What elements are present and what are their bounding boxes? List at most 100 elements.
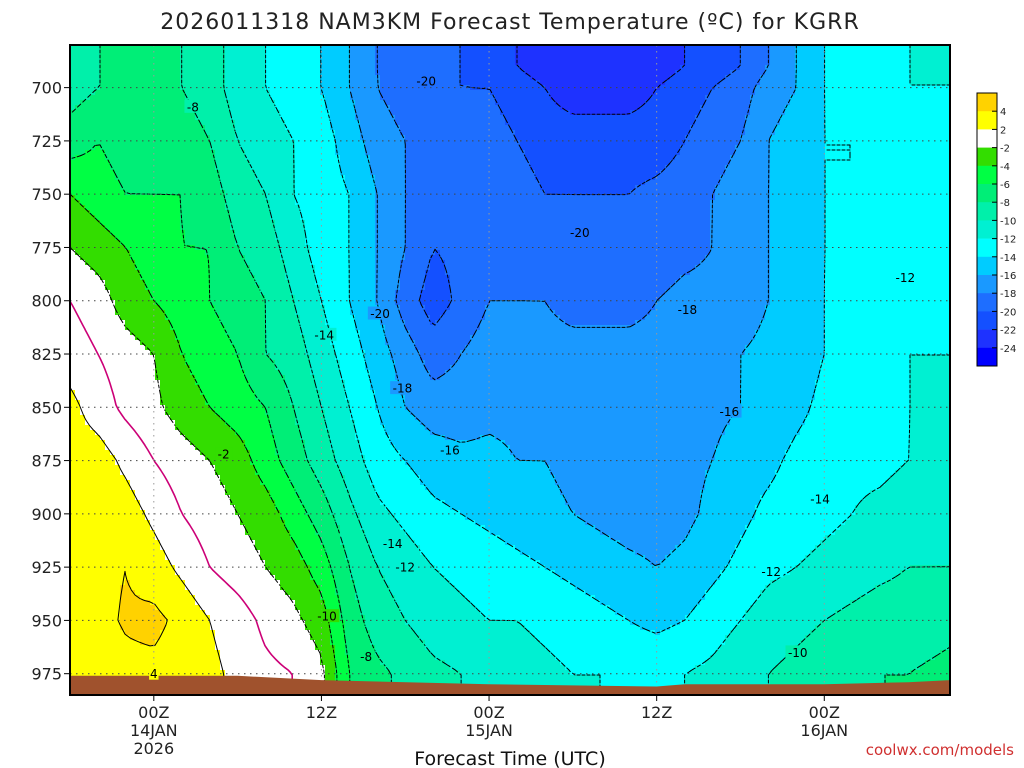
field-cell [650, 75, 656, 81]
field-cell [80, 170, 86, 176]
field-cell [585, 45, 591, 51]
field-cell [860, 105, 866, 111]
field-cell [795, 50, 801, 56]
field-cell [375, 135, 381, 141]
field-cell [725, 130, 731, 136]
field-cell [100, 70, 106, 76]
field-cell [490, 135, 496, 141]
field-cell [505, 125, 511, 131]
field-cell [265, 170, 271, 176]
field-cell [815, 145, 821, 151]
field-cell [485, 125, 491, 131]
field-cell [255, 60, 261, 66]
field-cell [205, 100, 211, 106]
field-cell [805, 110, 811, 116]
field-cell [250, 120, 256, 126]
field-cell [320, 130, 326, 136]
field-cell [460, 70, 466, 76]
field-cell [730, 65, 736, 71]
field-cell [820, 50, 826, 56]
field-cell [390, 130, 396, 136]
field-cell [175, 125, 181, 131]
field-cell [110, 50, 116, 56]
field-cell [915, 145, 921, 151]
field-cell [415, 100, 421, 106]
field-cell [735, 120, 741, 126]
field-cell [890, 95, 896, 101]
field-cell [485, 110, 491, 116]
field-cell [565, 100, 571, 106]
field-cell [585, 65, 591, 71]
field-cell [125, 160, 131, 166]
field-cell [125, 90, 131, 96]
field-cell [210, 70, 216, 76]
field-cell [630, 65, 636, 71]
field-cell [535, 150, 541, 156]
field-cell [240, 170, 246, 176]
field-cell [245, 165, 251, 171]
field-cell [840, 165, 846, 171]
field-cell [810, 75, 816, 81]
field-cell [505, 75, 511, 81]
field-cell [755, 165, 761, 171]
field-cell [490, 80, 496, 86]
field-cell [205, 65, 211, 71]
field-cell [880, 110, 886, 116]
field-cell [725, 70, 731, 76]
field-cell [195, 60, 201, 66]
field-cell [625, 50, 631, 56]
field-cell [680, 105, 686, 111]
field-cell [455, 140, 461, 146]
field-cell [685, 100, 691, 106]
field-cell [165, 160, 171, 166]
field-cell [695, 155, 701, 161]
field-cell [155, 105, 161, 111]
field-cell [105, 100, 111, 106]
field-cell [755, 70, 761, 76]
field-cell [590, 160, 596, 166]
field-cell [870, 45, 876, 51]
field-cell [245, 100, 251, 106]
field-cell [325, 115, 331, 121]
field-cell [555, 110, 561, 116]
field-cell [550, 165, 556, 171]
field-cell [490, 175, 496, 181]
field-cell [435, 110, 441, 116]
field-cell [600, 140, 606, 146]
field-cell [300, 135, 306, 141]
field-cell [125, 155, 131, 161]
field-cell [175, 185, 181, 191]
field-cell [545, 100, 551, 106]
field-cell [590, 70, 596, 76]
field-cell [320, 100, 326, 106]
field-cell [310, 70, 316, 76]
field-cell [255, 140, 261, 146]
field-cell [555, 170, 561, 176]
field-cell [485, 180, 491, 186]
field-cell [420, 165, 426, 171]
field-cell [630, 105, 636, 111]
field-cell [435, 180, 441, 186]
field-cell [700, 170, 706, 176]
field-cell [335, 85, 341, 91]
field-cell [175, 170, 181, 176]
field-cell [255, 90, 261, 96]
field-cell [800, 100, 806, 106]
field-cell [725, 45, 731, 51]
field-cell [795, 155, 801, 161]
field-cell [590, 120, 596, 126]
field-cell [295, 80, 301, 86]
field-cell [945, 105, 950, 111]
field-cell [330, 120, 336, 126]
field-cell [525, 135, 531, 141]
field-cell [410, 100, 416, 106]
field-cell [145, 130, 151, 136]
field-cell [345, 165, 351, 171]
field-cell [230, 175, 236, 181]
field-cell [630, 45, 636, 51]
field-cell [415, 55, 421, 61]
field-cell [330, 105, 336, 111]
field-cell [140, 135, 146, 141]
field-cell [835, 145, 841, 151]
field-cell [190, 75, 196, 81]
